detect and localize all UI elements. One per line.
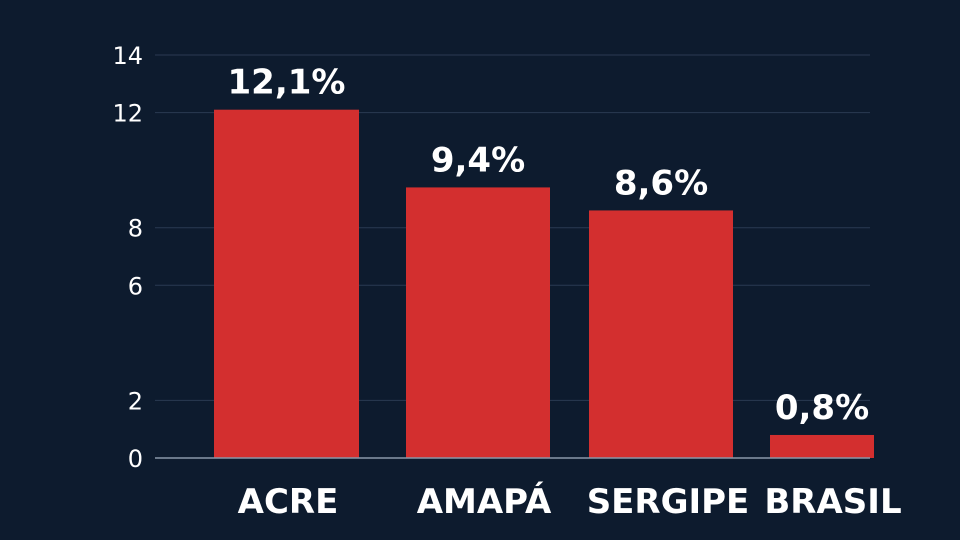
y-tick-label: 14 xyxy=(112,42,143,70)
data-label: 0,8% xyxy=(775,388,869,428)
category-label: AMAPÁ xyxy=(417,481,552,522)
bar xyxy=(406,187,550,458)
y-tick-label: 6 xyxy=(128,272,143,300)
y-tick-label: 0 xyxy=(128,445,143,473)
bar xyxy=(770,434,874,458)
category-label: SERGIPE xyxy=(587,482,750,522)
category-labels: ACRE AMAPÁ SERGIPE BRASIL xyxy=(238,481,902,522)
bar xyxy=(214,109,359,458)
bar xyxy=(589,210,733,458)
data-label: 8,6% xyxy=(614,163,708,203)
category-label: ACRE xyxy=(238,482,339,522)
data-labels: 12,1% 9,4% 8,6% 0,8% xyxy=(228,63,870,428)
y-tick-label: 2 xyxy=(128,387,143,415)
y-tick-label: 8 xyxy=(128,215,143,243)
bars xyxy=(214,109,874,458)
y-tick-label: 12 xyxy=(112,100,143,128)
y-axis-ticks: 0 2 6 8 12 14 xyxy=(112,42,143,473)
category-label: BRASIL xyxy=(764,482,901,522)
data-label: 12,1% xyxy=(228,63,346,103)
data-label: 9,4% xyxy=(431,140,525,180)
